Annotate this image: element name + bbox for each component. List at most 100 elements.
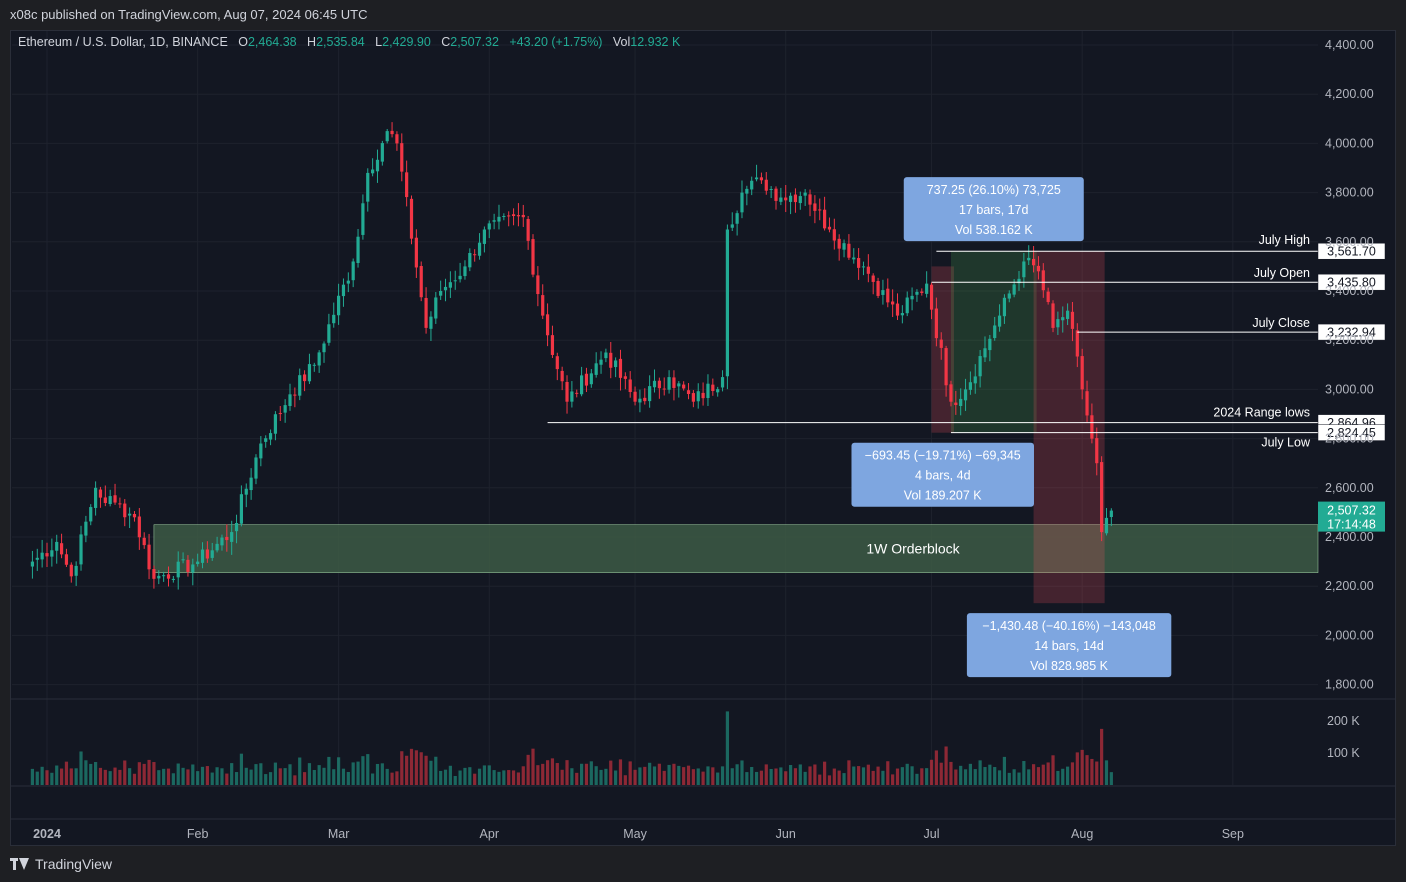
candle-body <box>720 377 725 388</box>
y-tick-label: 2,000.00 <box>1325 628 1374 642</box>
volume-bar <box>157 770 161 785</box>
volume-bar <box>745 772 749 785</box>
candle-body <box>895 303 900 316</box>
candle-body <box>754 177 759 180</box>
candle-body <box>147 544 151 570</box>
volume-bar <box>735 764 739 785</box>
volume-label: Vol <box>612 35 631 49</box>
candle-body <box>827 226 832 230</box>
candle-body <box>259 443 263 459</box>
volume-bar <box>507 770 511 785</box>
volume-bar <box>560 769 564 785</box>
volume-bar <box>555 763 559 785</box>
volume-bar <box>322 767 326 785</box>
candle-body <box>332 314 336 324</box>
candle-body <box>191 564 195 573</box>
volume-bar <box>89 763 93 785</box>
candle-body <box>988 338 992 351</box>
volume-bar <box>181 767 185 785</box>
candle-body <box>516 215 521 217</box>
candle-body <box>842 243 846 250</box>
volume-bar <box>419 752 423 785</box>
candle-body <box>225 536 229 541</box>
candle-body <box>132 513 137 518</box>
volume-bar <box>774 768 778 785</box>
volume-bar <box>147 759 151 785</box>
volume-bar <box>1017 772 1021 785</box>
volume-bar <box>477 768 482 785</box>
volume-bar <box>793 768 798 785</box>
candle-body <box>137 516 141 538</box>
candle-body <box>900 313 904 316</box>
volume-bar <box>691 769 695 785</box>
volume-bar <box>94 762 98 785</box>
tradingview-logo[interactable]: TradingView <box>10 856 112 872</box>
volume-bar <box>682 767 686 785</box>
candle-body <box>30 561 35 567</box>
candle-body <box>784 197 788 201</box>
candle-body <box>283 405 287 413</box>
candle-body <box>545 314 550 336</box>
tradingview-icon <box>10 858 30 870</box>
candle-body <box>171 578 175 580</box>
candle-body <box>638 398 642 403</box>
candle-body <box>273 414 278 434</box>
level-price-tag <box>1317 323 1386 341</box>
volume-bar <box>526 754 530 785</box>
level-name: 2024 Range lows <box>1213 406 1310 420</box>
candle-body <box>672 377 676 388</box>
volume-bar <box>254 764 258 785</box>
candle-body <box>939 339 943 348</box>
measure-label-line: 17 bars, 17d <box>959 203 1029 217</box>
volume-bar <box>988 764 992 785</box>
volume-bar <box>429 760 433 785</box>
level-name: July High <box>1259 233 1310 247</box>
volume-bar <box>492 770 496 785</box>
candle-body <box>618 358 623 378</box>
volume-bar <box>643 766 647 785</box>
volume-bar <box>648 762 652 785</box>
volume-bar <box>1109 772 1113 785</box>
candle-body <box>920 291 924 293</box>
volume-bar <box>764 764 768 785</box>
volume-bar <box>565 760 569 785</box>
candle-body <box>312 364 316 366</box>
candle-body <box>696 391 700 402</box>
volume-bar <box>857 766 861 785</box>
candle-body <box>560 370 564 382</box>
candle-body <box>200 549 205 563</box>
volume-bar <box>200 766 205 785</box>
levels: July High 3,561.70 July Open 3,435.80 July C… <box>547 233 1386 532</box>
volume-bar <box>706 766 710 785</box>
candle-body <box>993 325 997 339</box>
volume-bar <box>152 762 156 785</box>
x-tick-label: Jun <box>776 827 796 841</box>
candle-body <box>409 198 414 239</box>
candle-body <box>302 374 307 382</box>
volume-bar <box>196 771 200 785</box>
candles <box>30 122 1113 590</box>
volume-tick-label: 100 K <box>1327 746 1360 760</box>
candle-body <box>1051 303 1055 328</box>
open-label: O <box>238 35 248 49</box>
volume-bar <box>103 769 107 785</box>
candle-body <box>1031 258 1036 266</box>
candle-body <box>492 220 496 222</box>
measure-label-line: 737.25 (26.10%) 73,725 <box>927 183 1061 197</box>
candle-body <box>108 496 112 505</box>
last-price-countdown: 17:14:48 <box>1327 518 1376 532</box>
volume-bar <box>50 772 54 785</box>
candle-body <box>103 497 107 503</box>
volume-bar <box>730 768 734 785</box>
candle-body <box>1061 317 1065 321</box>
candle-body <box>448 282 452 288</box>
candle-body <box>886 288 890 303</box>
volume-bar <box>575 772 579 785</box>
volume-bar <box>891 774 895 785</box>
candle-body <box>473 254 477 256</box>
volume-bar <box>628 761 632 785</box>
candle-body <box>725 229 729 377</box>
symbol-label[interactable]: Ethereum / U.S. Dollar, 1D, BINANCE <box>18 35 228 49</box>
volume-bar <box>652 766 657 785</box>
